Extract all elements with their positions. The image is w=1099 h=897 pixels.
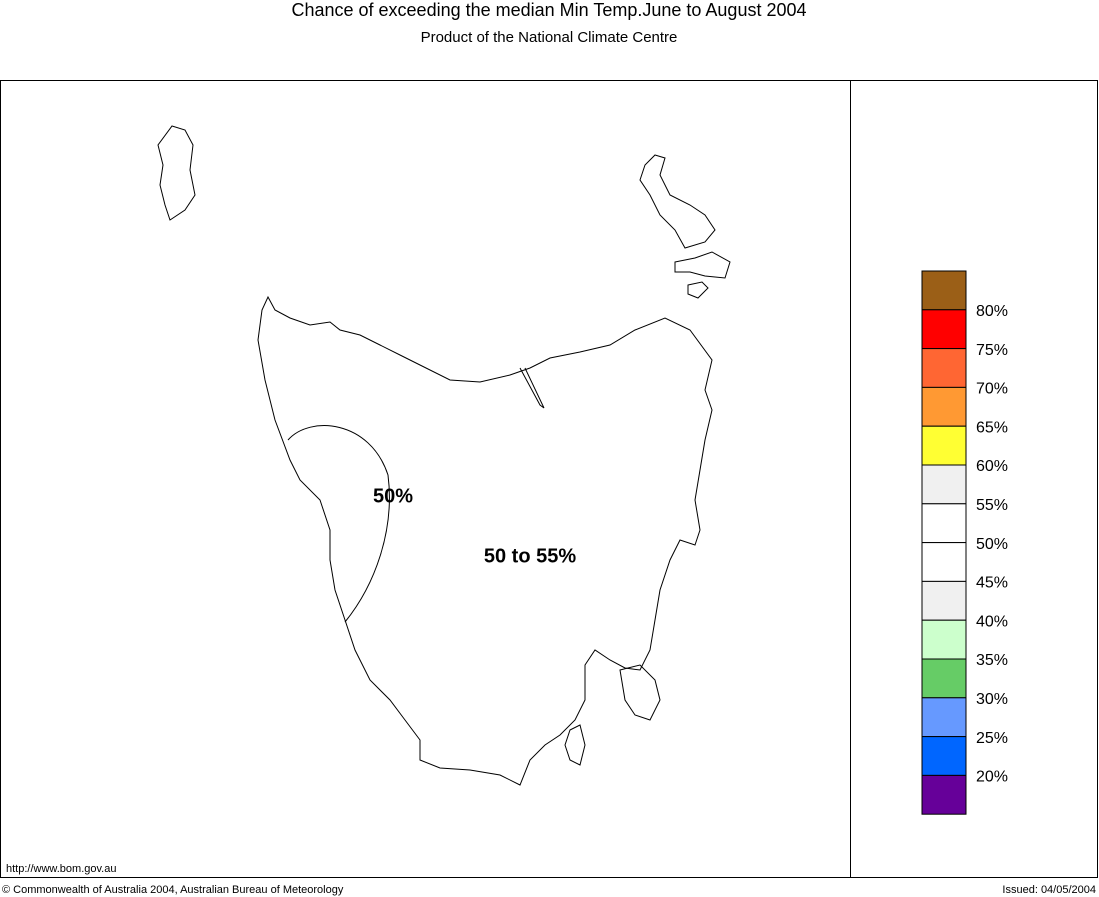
legend-swatch — [921, 386, 967, 427]
legend-swatch — [921, 619, 967, 660]
legend-label: 35% — [976, 652, 1008, 669]
copyright: © Commonwealth of Australia 2004, Austra… — [2, 884, 344, 896]
legend-label: 50% — [976, 536, 1008, 553]
legend-swatch — [921, 425, 967, 466]
legend-swatch — [921, 658, 967, 699]
cape-barren-island — [674, 251, 731, 279]
map-frame — [0, 80, 1098, 878]
title: Chance of exceeding the median Min Temp.… — [291, 0, 806, 20]
legend-label: 25% — [976, 730, 1008, 747]
legend-swatch — [921, 774, 967, 815]
legend-swatch — [921, 464, 967, 505]
legend: 80% 75% 70% 65% 60% 55% 50% 45% 40% 35% 30% 25% 20% — [921, 270, 1008, 815]
flinders-island — [639, 154, 716, 249]
legend-label: 65% — [976, 419, 1008, 436]
legend-swatch — [921, 697, 967, 738]
region-label: 50 to 55% — [484, 545, 576, 567]
bruny-island — [564, 724, 586, 766]
legend-swatch — [921, 270, 967, 311]
legend-swatch — [921, 348, 967, 388]
legend-label: 45% — [976, 575, 1008, 592]
legend-label: 20% — [976, 769, 1008, 786]
legend-swatch — [921, 736, 967, 776]
contour-50 — [287, 425, 390, 623]
tasman-peninsula — [619, 664, 661, 721]
legend-label: 80% — [976, 303, 1008, 320]
king-island — [157, 125, 196, 221]
legend-swatch — [921, 580, 967, 621]
issued-date: Issued: 04/05/2004 — [1002, 884, 1096, 896]
legend-label: 75% — [976, 342, 1008, 359]
tamar-estuary — [519, 367, 545, 409]
legend-label: 40% — [976, 613, 1008, 630]
legend-label: 70% — [976, 381, 1008, 398]
subtitle: Product of the National Climate Centre — [421, 29, 678, 46]
tasmania-coast — [257, 295, 713, 786]
url: http://www.bom.gov.au — [6, 863, 116, 875]
legend-swatch — [921, 542, 967, 582]
legend-swatch — [921, 503, 967, 544]
clarke-island — [687, 281, 709, 299]
contour-label: 50% — [373, 485, 413, 507]
legend-swatch — [921, 309, 967, 350]
legend-label: 55% — [976, 497, 1008, 514]
legend-label: 60% — [976, 458, 1008, 475]
legend-label: 30% — [976, 691, 1008, 708]
